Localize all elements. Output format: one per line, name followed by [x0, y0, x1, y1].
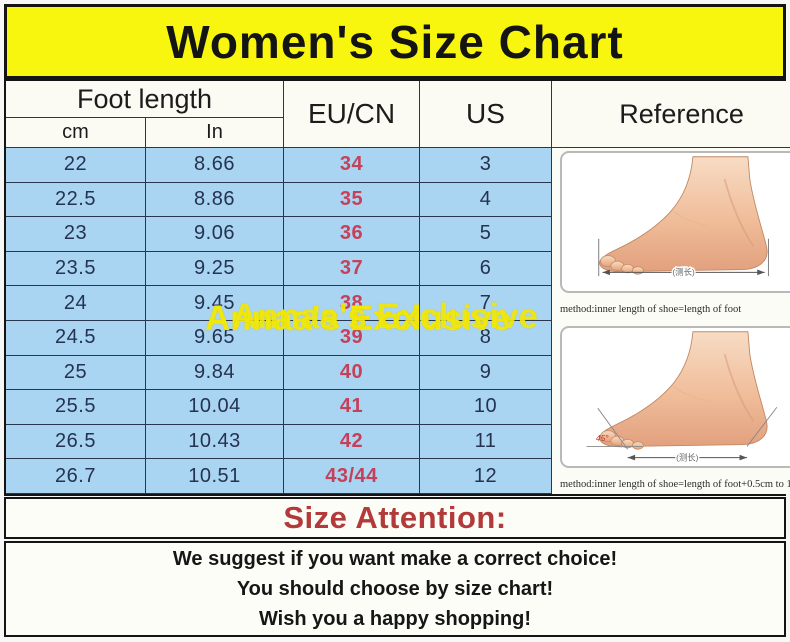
cell-cm: 24.5	[6, 320, 146, 356]
cell-in: 9.25	[146, 251, 284, 287]
cell-us: 5	[420, 217, 552, 252]
cell-eu-cn: 38	[284, 286, 420, 321]
footer-line-1: We suggest if you want make a correct ch…	[172, 547, 618, 570]
cell-cm: 26.5	[6, 424, 146, 460]
cell-us: 11	[420, 424, 552, 460]
measure-length-label: (测长)	[676, 453, 699, 463]
cell-cm: 22	[6, 148, 146, 183]
cell-cm: 24	[6, 286, 146, 321]
cell-cm: 25	[6, 355, 146, 391]
cell-eu-cn: 42	[284, 424, 420, 460]
cell-cm: 22.5	[6, 182, 146, 218]
header-eu-cn: EU/CN	[284, 81, 420, 148]
cell-us: 12	[420, 459, 552, 494]
cell-in: 9.65	[146, 320, 284, 356]
cell-in: 8.86	[146, 182, 284, 218]
cell-us: 7	[420, 286, 552, 321]
foot-side-illustration: (测长)	[598, 155, 769, 279]
cell-eu-cn: 37	[284, 251, 420, 287]
header-in: In	[146, 118, 284, 148]
footer-notes: We suggest if you want make a correct ch…	[4, 540, 786, 637]
figure-2-caption: method:inner length of shoe=length of fo…	[560, 478, 790, 490]
measure-length-label: (测长)	[672, 267, 695, 277]
cell-in: 10.04	[146, 390, 284, 425]
cell-in: 9.84	[146, 355, 284, 391]
cell-eu-cn: 34	[284, 148, 420, 183]
cell-us: 8	[420, 320, 552, 356]
title-band: Women's Size Chart	[4, 4, 786, 79]
foot-measure-figure-1: (测长)	[560, 151, 790, 293]
header-cm: cm	[6, 118, 146, 148]
footer-line-2: You should choose by size chart!	[236, 577, 554, 600]
cell-eu-cn: 40	[284, 355, 420, 391]
cell-eu-cn: 36	[284, 217, 420, 252]
cell-us: 4	[420, 182, 552, 218]
header-us: US	[420, 81, 552, 148]
foot-side-illustration-angled: (测长) 45°	[586, 331, 778, 464]
cell-eu-cn: 35	[284, 182, 420, 218]
footer-line-3: Wish you a happy shopping!	[258, 607, 532, 630]
cell-cm: 26.7	[6, 459, 146, 494]
header-foot-length: Foot length	[6, 81, 284, 118]
size-table: Foot length EU/CN US Reference cm In (测长…	[4, 79, 790, 496]
cell-us: 3	[420, 148, 552, 183]
header-reference: Reference	[552, 81, 790, 148]
angle-45-label: 45°	[596, 433, 609, 443]
cell-cm: 23.5	[6, 251, 146, 287]
cell-eu-cn: 41	[284, 390, 420, 425]
cell-eu-cn: 39	[284, 320, 420, 356]
cell-in: 10.51	[146, 459, 284, 494]
cell-eu-cn: 43/44	[284, 459, 420, 494]
cell-in: 9.45	[146, 286, 284, 321]
cell-in: 10.43	[146, 424, 284, 460]
page-title: Women's Size Chart	[166, 15, 624, 68]
cell-cm: 25.5	[6, 390, 146, 425]
size-attention-band: Size Attention:	[4, 496, 786, 539]
cell-us: 10	[420, 390, 552, 425]
cell-in: 8.66	[146, 148, 284, 183]
foot-measure-figure-2: (测长) 45°	[560, 326, 790, 469]
figure-1-caption: method:inner length of shoe=length of fo…	[560, 303, 742, 315]
cell-in: 9.06	[146, 217, 284, 252]
size-attention-title: Size Attention:	[283, 499, 507, 535]
cell-us: 9	[420, 355, 552, 391]
cell-us: 6	[420, 251, 552, 287]
cell-cm: 23	[6, 217, 146, 252]
reference-cell: (测长) method:inner length of shoe=length …	[552, 148, 790, 494]
